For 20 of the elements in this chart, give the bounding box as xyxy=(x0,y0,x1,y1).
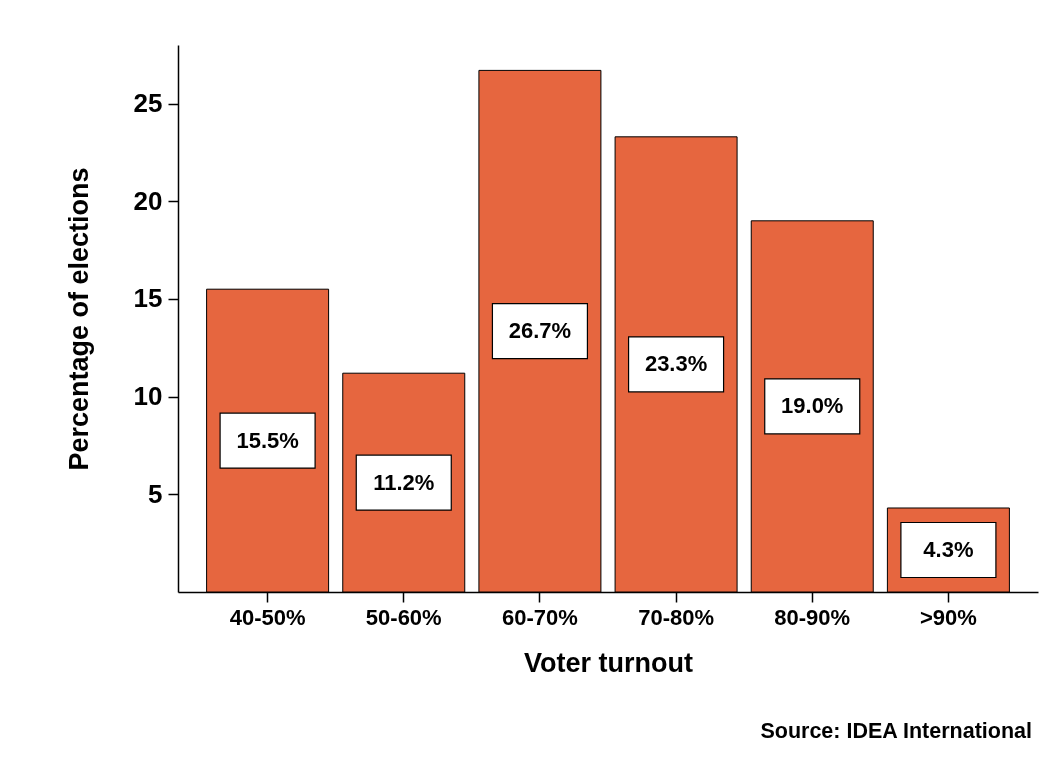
x-tick-label: 60-70% xyxy=(502,604,578,630)
y-tick-label: 25 xyxy=(133,88,163,119)
data-label: 4.3% xyxy=(923,537,974,562)
x-tick-label: 80-90% xyxy=(774,604,851,630)
y-tick-label: 5 xyxy=(148,478,163,509)
x-tick-label: 40-50% xyxy=(229,604,306,630)
source-note: Source: IDEA International xyxy=(760,719,1032,743)
data-label: 26.7% xyxy=(508,318,572,344)
x-tick-label: 70-80% xyxy=(638,604,714,630)
x-axis-title: Voter turnout xyxy=(524,647,693,678)
y-tick-label: 15 xyxy=(133,283,163,314)
y-axis-title: Percentage of elections xyxy=(63,167,94,471)
data-label: 11.2% xyxy=(373,469,435,495)
y-tick-label: 10 xyxy=(133,381,163,412)
data-label: 15.5% xyxy=(236,427,299,453)
data-label: 19.0% xyxy=(781,393,844,419)
data-label: 23.3% xyxy=(644,351,708,377)
x-tick-label: 50-60% xyxy=(365,604,442,630)
x-tick-label: >90% xyxy=(919,604,977,630)
y-tick-label: 20 xyxy=(133,185,163,216)
